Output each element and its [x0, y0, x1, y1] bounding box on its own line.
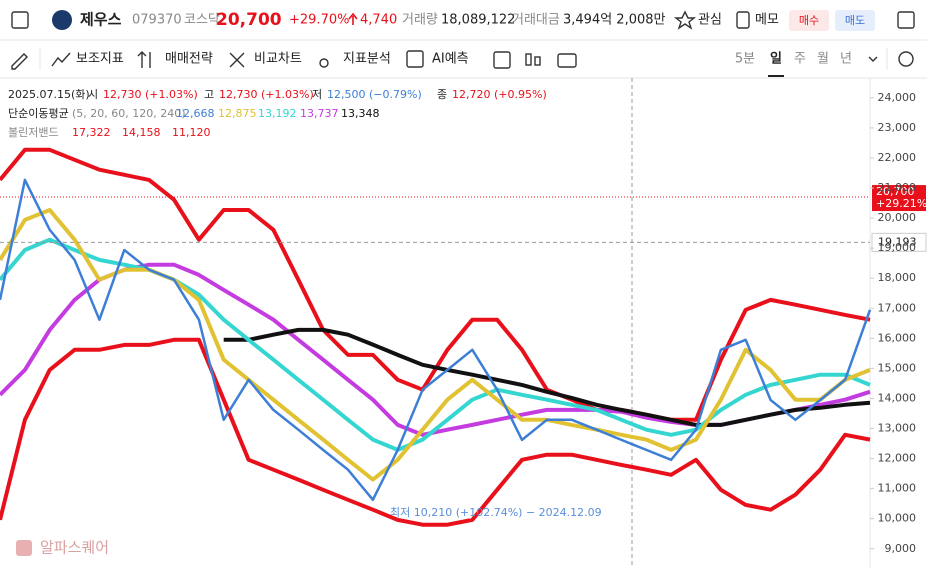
series-line: [0, 178, 872, 502]
star-icon[interactable]: [674, 10, 696, 30]
memo-icon[interactable]: [736, 11, 750, 29]
series-line: [0, 337, 871, 527]
up-arrow: [348, 12, 358, 25]
ma-title: 단순이동평균: [8, 107, 69, 120]
buy-button[interactable]: 매수: [799, 14, 819, 27]
period-item[interactable]: 일: [770, 52, 782, 67]
y-tick-label: 17,000: [878, 301, 917, 314]
y-tick-label: 18,000: [878, 271, 917, 284]
period-item[interactable]: 월: [817, 52, 829, 67]
ma-value: 13,737: [300, 107, 339, 120]
current-rate-label: +29.21%: [876, 197, 927, 210]
y-tick-label: 14,000: [878, 391, 917, 404]
stock-name: 제우스: [80, 11, 122, 29]
toolbar-item[interactable]: 비교차트: [254, 52, 302, 67]
ohlc-label: 종: [437, 88, 447, 101]
y-tick-label: 22,000: [878, 151, 917, 164]
y-tick-label: 21,000: [878, 181, 917, 194]
low-annotation: 최저 10,210 (+102.74%) − 2024.12.09: [390, 506, 602, 519]
price: 20,700: [216, 10, 282, 30]
buy-box[interactable]: [789, 10, 829, 31]
period-item[interactable]: 5분: [735, 52, 755, 67]
watermark-icon: [16, 540, 32, 556]
ma-value: 13,192: [258, 107, 297, 120]
sidebar-toggle[interactable]: [11, 11, 29, 29]
indicator-icon[interactable]: [51, 52, 71, 67]
watch-button[interactable]: 관심: [698, 13, 722, 28]
market: 코스닥: [184, 13, 220, 28]
stock-code: 079370: [132, 13, 182, 28]
y-tick-label: 20,000: [878, 211, 917, 224]
camera-tool[interactable]: [557, 53, 577, 68]
settings-icon[interactable]: [898, 51, 914, 67]
y-tick-label: 16,000: [878, 331, 917, 344]
crosshair-label: 19,193: [878, 235, 917, 248]
ma-value: 13,348: [341, 107, 380, 120]
y-tick-label: 24,000: [878, 91, 917, 104]
sell-box[interactable]: [835, 10, 875, 31]
watermark: 알파스퀘어: [40, 539, 109, 557]
ohlc-value: 12,730 (+1.03%): [219, 88, 314, 101]
crosshair-box: [871, 232, 927, 252]
ohlc-value: 12,720 (+0.95%): [452, 88, 547, 101]
ma-value: 12,875: [218, 107, 257, 120]
ma-params: (5, 20, 60, 120, 240): [72, 107, 186, 120]
ohlc-label: 시: [88, 88, 98, 101]
series-line: [223, 327, 871, 427]
overlay: 20,700+29.21% 19,193 2025.07.15(화)시 12,730 …: [0, 88, 927, 557]
bb-title: 볼린저밴드: [8, 126, 59, 139]
toolbar-item[interactable]: 지표분석: [343, 52, 391, 67]
ohlc-value: 12,500 (−0.79%): [327, 88, 422, 101]
bb-value: 11,120: [172, 126, 211, 139]
y-tick-label: 15,000: [878, 361, 917, 374]
ohlc-label: 고: [204, 88, 214, 101]
ohlc-value: 12,730 (+1.03%): [103, 88, 198, 101]
candle-tool[interactable]: [525, 53, 532, 66]
panel-toggle[interactable]: [897, 11, 915, 29]
amount-label: 거래대금: [512, 13, 560, 28]
logo: [52, 10, 72, 30]
draw-icon[interactable]: [11, 53, 28, 70]
toolbar-item[interactable]: AI예측: [432, 52, 469, 67]
y-tick-label: 10,000: [878, 512, 917, 525]
candle-tool[interactable]: [534, 56, 541, 66]
y-tick-label: 19,000: [878, 241, 917, 254]
memo-button[interactable]: 메모: [755, 13, 779, 28]
volume: 18,089,122: [441, 13, 515, 28]
y-tick-label: 23,000: [878, 121, 917, 134]
period-item[interactable]: 년: [840, 52, 852, 67]
series-line: [0, 208, 871, 482]
box-tool[interactable]: [493, 51, 511, 69]
y-tick-label: 9,000: [885, 542, 917, 555]
bb-value: 14,158: [122, 126, 161, 139]
period-more[interactable]: [868, 56, 878, 62]
strategy-icon[interactable]: [137, 51, 151, 68]
ohlc-label: 저: [312, 88, 322, 101]
y-tick-label: 13,000: [878, 422, 917, 435]
y-tick-label: 11,000: [878, 482, 917, 495]
period-item[interactable]: 주: [794, 52, 806, 67]
ai-icon[interactable]: [406, 50, 424, 68]
y-tick-label: 12,000: [878, 452, 917, 465]
change: 4,740: [360, 13, 397, 28]
change-rate: +29.70%: [289, 13, 349, 28]
compare-icon[interactable]: [229, 52, 245, 68]
amount: 3,494억 2,008만: [563, 13, 666, 28]
legend-date: 2025.07.15(화): [8, 88, 90, 101]
bb-value: 17,322: [72, 126, 111, 139]
series-line: [0, 147, 871, 422]
analysis-icon[interactable]: [319, 58, 329, 68]
plot: [0, 147, 872, 527]
toolbar-item[interactable]: 보조지표: [76, 52, 124, 67]
ma-value: 12,668: [176, 107, 215, 120]
current-price-label: 20,700: [876, 185, 915, 198]
current-price-box: [872, 185, 926, 212]
sell-button[interactable]: 매도: [845, 14, 865, 27]
volume-label: 거래량: [402, 13, 438, 28]
toolbar-item[interactable]: 매매전략: [165, 52, 213, 67]
